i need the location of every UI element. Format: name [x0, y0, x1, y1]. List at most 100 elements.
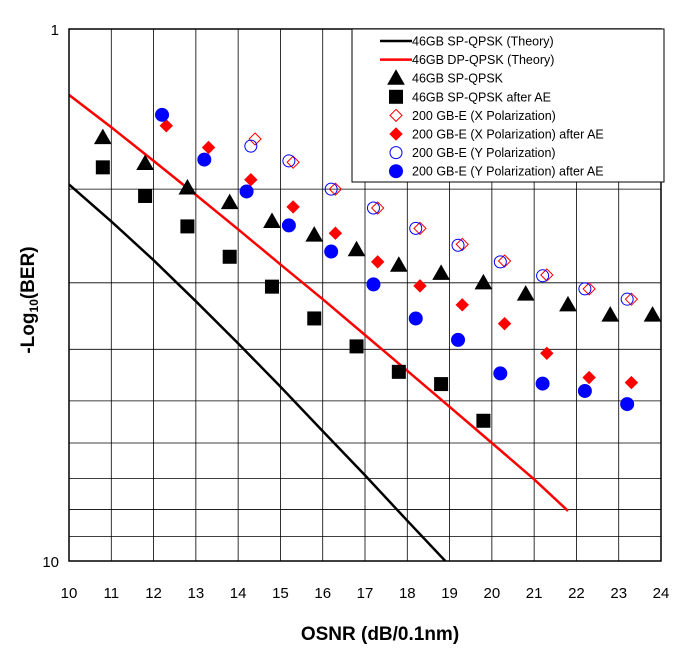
data-point-circle [620, 397, 635, 412]
data-point-triangle [559, 295, 577, 312]
legend-entry-label: 46GB SP-QPSK (Theory) [412, 35, 554, 49]
y-axis-title-subscript: 10 [27, 299, 41, 313]
data-point-circle [324, 182, 338, 196]
legend-marker-swatch [389, 164, 403, 179]
data-point-triangle [601, 306, 620, 322]
legend-entry-label: 46GB SP-QPSK [412, 72, 504, 86]
data-point-triangle [305, 226, 324, 242]
legend-entry-label: 200 GB-E (X Polarization) [412, 109, 556, 123]
data-point-diamond [455, 298, 469, 312]
data-point-triangle [432, 264, 450, 280]
x-tick-label: 14 [230, 585, 247, 602]
y-tick-label: 1 [51, 22, 59, 39]
legend-marker-swatch [389, 108, 403, 123]
data-point-square [95, 160, 110, 175]
data-point-triangle [347, 240, 366, 257]
data-point-circle [282, 154, 296, 168]
data-point-diamond [413, 221, 427, 236]
data-point-circle [408, 311, 423, 326]
data-point-square [349, 339, 364, 354]
data-point-triangle [263, 212, 281, 228]
data-point-square [476, 413, 491, 428]
data-point-circle [451, 332, 466, 347]
data-point-square [138, 188, 153, 203]
data-point-circle [155, 107, 170, 122]
x-tick-label: 19 [441, 585, 458, 602]
data-point-triangle [643, 306, 662, 322]
x-tick-label: 22 [568, 585, 585, 602]
data-point-square [434, 377, 449, 392]
data-point-circle [366, 201, 380, 215]
data-point-circle [493, 366, 508, 381]
data-point-diamond [624, 375, 639, 390]
data-point-triangle [389, 256, 408, 272]
data-point-circle [244, 139, 258, 153]
y-axis-title: -Log10(BER) [18, 246, 41, 353]
legend-marker-swatch [389, 89, 403, 104]
data-point-circle [366, 277, 381, 292]
data-point-diamond [582, 282, 596, 296]
data-point-square [307, 311, 322, 326]
data-point-diamond [497, 316, 512, 331]
x-tick-label: 10 [61, 585, 78, 602]
data-point-circle [578, 282, 592, 296]
legend-entry-label: 200 GB-E (X Polarization) after AE [412, 128, 604, 142]
data-point-circle [239, 184, 254, 199]
data-point-circle [535, 376, 550, 391]
data-point-diamond [582, 370, 596, 385]
x-tick-label: 12 [145, 585, 162, 602]
data-point-square [180, 219, 195, 234]
data-point-diamond [455, 237, 469, 252]
data-point-triangle [136, 154, 154, 171]
y-axis-title-end: (BER) [18, 246, 39, 299]
x-tick-label: 21 [526, 585, 543, 602]
y-axis-tick-labels: 1 10 [42, 22, 59, 571]
data-point-diamond [413, 279, 427, 293]
legend-marker-swatch [389, 146, 403, 160]
theory-curve [69, 183, 447, 561]
x-axis-title: OSNR (dB/0.1nm) [301, 624, 459, 645]
data-point-diamond [624, 292, 639, 306]
data-markers [93, 107, 662, 428]
x-tick-label: 15 [272, 585, 289, 602]
x-tick-label: 23 [610, 585, 627, 602]
y-axis-title-main: -Log [18, 312, 39, 353]
data-point-diamond [497, 254, 512, 268]
theory-curve [69, 93, 569, 512]
legend-marker-swatch [387, 69, 405, 85]
data-point-triangle [93, 128, 112, 145]
legend-entry-label: 46GB DP-QPSK (Theory) [412, 53, 554, 67]
y-tick-label: 10 [42, 554, 59, 571]
x-tick-label: 11 [103, 585, 119, 602]
data-point-diamond [328, 226, 343, 240]
legend-entry-label: 200 GB-E (Y Polarization) [412, 146, 556, 160]
data-point-triangle [516, 285, 535, 301]
legend-entry-label: 200 GB-E (Y Polarization) after AE [412, 165, 604, 179]
data-point-circle [409, 221, 423, 235]
data-point-diamond [370, 255, 385, 269]
data-point-circle [281, 218, 296, 233]
data-point-triangle [178, 178, 197, 195]
data-point-diamond [201, 140, 216, 155]
data-point-diamond [248, 132, 262, 146]
x-tick-label: 16 [314, 585, 331, 602]
data-point-diamond [244, 173, 258, 187]
data-point-circle [493, 255, 507, 269]
data-point-diamond [159, 119, 173, 133]
data-point-circle [536, 269, 550, 283]
data-point-square [391, 364, 406, 379]
data-point-circle [577, 383, 592, 398]
data-point-diamond [328, 182, 343, 196]
data-point-circle [197, 152, 212, 167]
data-point-diamond [540, 268, 554, 282]
x-axis-tick-labels: 10 11 12 13 14 15 16 17 18 19 20 21 22 23 24 [61, 585, 670, 602]
x-tick-label: 13 [188, 585, 205, 602]
x-tick-label: 17 [357, 585, 374, 602]
legend-entry-label: 46GB SP-QPSK after AE [412, 90, 551, 104]
legend-box [351, 28, 665, 183]
data-point-diamond [540, 346, 554, 361]
theory-curves [69, 93, 569, 561]
x-tick-label: 18 [399, 585, 416, 602]
data-point-circle [620, 292, 634, 306]
